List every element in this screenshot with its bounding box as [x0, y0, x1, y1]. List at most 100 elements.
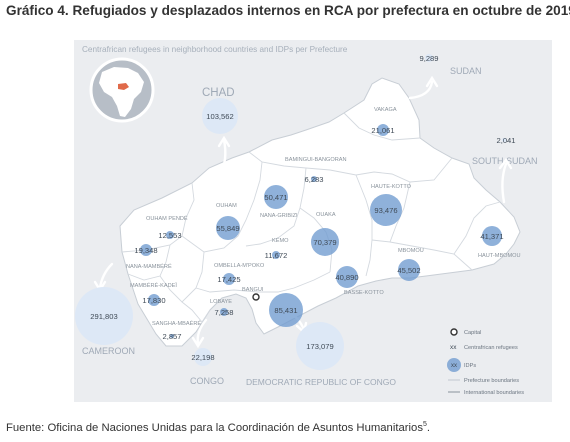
arrow-to-chad: [218, 138, 227, 177]
prefecture-label-basse-kotto: BASSE-KOTTO: [344, 290, 384, 296]
idp-bubble-mambere-kadei: [148, 294, 160, 306]
inset-africa-shape: [99, 67, 144, 117]
refugee-bubble-cameroon: [75, 287, 133, 345]
prefecture-label-ouham-pende: OUHAM PENDÉ: [146, 215, 188, 222]
boundary-nana-gribizi: [245, 167, 307, 247]
rca-displacement-map: Centrafrican refugees in neighborhood co…: [74, 40, 552, 402]
prefecture-label-vakaga: VAKAGA: [374, 107, 397, 113]
idp-value-nana-mambere: 19,348: [134, 246, 157, 255]
idp-value-bangui: 85,431: [274, 306, 297, 315]
idp-bubble-lobaye: [220, 308, 228, 316]
rca-territory: [119, 77, 521, 347]
idp-bubble-ouham-pende: [166, 231, 174, 239]
prefecture-label-kemo: KÉMO: [272, 237, 289, 244]
idp-bubble-ouaka: [311, 228, 339, 256]
refugee-bubble-sudan: [425, 54, 433, 62]
arrow-to-congo: [196, 318, 208, 346]
idp-value-ouham-pende: 12,553: [158, 231, 181, 240]
country-label-cameroon: CAMEROON: [82, 346, 135, 356]
map-subtitle: Centrafrican refugees in neighborhood co…: [82, 45, 348, 54]
idp-value-vakaga: 21,061: [371, 126, 394, 135]
prefecture-label-bamingui: BAMINGUI-BANGORAN: [285, 157, 347, 163]
idp-bubble-kemo: [272, 251, 280, 259]
prefecture-label-sangha: SANGHA-MBAÉRÉ: [152, 320, 201, 327]
bangui-capital: BANGUI: [242, 287, 264, 301]
legend-prefecture-boundaries: Prefecture boundaries: [464, 378, 519, 384]
prefecture-label-haute-kotto: HAUTE-KOTTO: [371, 184, 412, 190]
prefecture-label-lobaye: LOBAYE: [210, 299, 232, 305]
source-footnote-ref: 5: [422, 421, 427, 428]
country-label-chad: CHAD: [202, 87, 235, 99]
arrow-to-sudan: [408, 80, 434, 100]
legend-international-boundaries: International boundaries: [464, 390, 524, 396]
idp-value-ombella: 17,425: [217, 275, 240, 284]
boundary-ombella: [195, 251, 331, 293]
prefecture-labels: VAKAGA BAMINGUI-BANGORAN HAUTE-KOTTO OUH…: [126, 107, 521, 327]
prefecture-label-haut-mbomou: HAUT-MBOMOU: [478, 253, 521, 259]
country-label-drc: DEMOCRATIC REPUBLIC OF CONGO: [246, 377, 396, 387]
idp-bubble-basse-kotto: [336, 266, 358, 288]
capital-icon: [252, 293, 260, 301]
idp-bubble-haute-kotto: [370, 194, 402, 226]
prefecture-label-ouham: OUHAM: [216, 203, 237, 209]
idp-bubble-ouham: [216, 216, 240, 240]
inset-rca-highlight: [118, 83, 129, 90]
idp-bubble-ombella: [223, 273, 235, 285]
idp-bubble-nana-gribizi: [264, 185, 288, 209]
legend-refugees: Centrafrican refugees: [464, 345, 518, 351]
legend-idps: IDPs: [464, 363, 476, 369]
prefecture-label-ouaka: OUAKA: [316, 212, 336, 218]
arrow-to-congo-head: [191, 336, 205, 349]
legend-refugees-symbol: xx: [450, 344, 457, 351]
idp-bubble-bamingui: [311, 176, 317, 182]
prefecture-label-ombella: OMBELLA-M'POKO: [214, 263, 265, 269]
prefecture-label-mambere-kadei: MAMBÉRÉ-KADEÏ: [130, 282, 177, 289]
refugee-value-drc: 173,079: [306, 342, 333, 351]
arrow-to-sudan-head: [425, 75, 439, 88]
boundary-ouaka: [355, 174, 373, 277]
idp-bubble-bangui: [269, 293, 303, 327]
refugee-value-south-sudan: 2,041: [496, 136, 515, 145]
source-text: Fuente: Oficina de Naciones Unidas para …: [6, 421, 423, 434]
legend-idp-icon: [447, 358, 461, 372]
idp-value-mambere-kadei: 17,830: [142, 296, 165, 305]
arrow-to-south-sudan: [501, 162, 508, 204]
boundary-lobaye: [181, 301, 211, 323]
bangui-label: BANGUI: [242, 287, 264, 293]
legend-capital: Capital: [464, 330, 481, 336]
idp-value-haute-kotto: 93,476: [374, 206, 397, 215]
refugee-bubble-drc: [296, 322, 344, 370]
prefecture-label-nana-gribizi: NANA-GRIBIZI: [260, 213, 298, 219]
boundary-mambere-kadei: [159, 275, 197, 303]
africa-locator-inset: [89, 57, 155, 123]
idp-value-lobaye: 7,258: [214, 308, 233, 317]
idp-value-kemo: 11,672: [265, 251, 288, 260]
idp-value-haut-mbomou: 41,371: [480, 232, 503, 241]
boundary-haut-mbomou: [453, 201, 501, 255]
legend-idps-symbol: xx: [451, 363, 457, 369]
country-label-sudan: SUDAN: [450, 66, 482, 76]
prefecture-label-mbomou: MBOMOU: [398, 248, 424, 254]
idp-value-nana-gribizi: 50,471: [264, 193, 287, 202]
figure-title: Gráfico 4. Refugiados y desplazados inte…: [6, 3, 570, 18]
idp-value-mbomou: 45,502: [397, 266, 420, 275]
arrow-to-cameroon: [98, 262, 114, 290]
refugee-flow-arrows: [93, 75, 513, 349]
idp-value-basse-kotto: 40,890: [335, 273, 358, 282]
refugee-bubble-congo: [194, 348, 212, 366]
boundary-ouham: [181, 161, 263, 253]
idp-bubble-vakaga: [377, 124, 389, 136]
figure-source: Fuente: Oficina de Naciones Unidas para …: [6, 421, 430, 434]
map-legend: Capital xx Centrafrican refugees xx IDPs…: [447, 328, 524, 396]
prefecture-label-nana-mambere: NANA-MAMBÉRÉ: [126, 263, 172, 270]
boundary-haute-kotto: [371, 181, 411, 243]
idp-value-ouham: 55,849: [216, 224, 239, 233]
refugee-value-sudan: 9,289: [419, 54, 438, 63]
idp-bubble-sangha: [170, 334, 174, 338]
idp-value-bamingui: 6,283: [304, 175, 323, 184]
idp-value-sangha: 2,857: [162, 332, 181, 341]
boundary-vakaga: [343, 112, 421, 141]
arrow-to-chad-head: [217, 135, 231, 148]
refugee-value-chad: 103,562: [206, 112, 233, 121]
idp-value-ouaka: 70,379: [313, 238, 336, 247]
